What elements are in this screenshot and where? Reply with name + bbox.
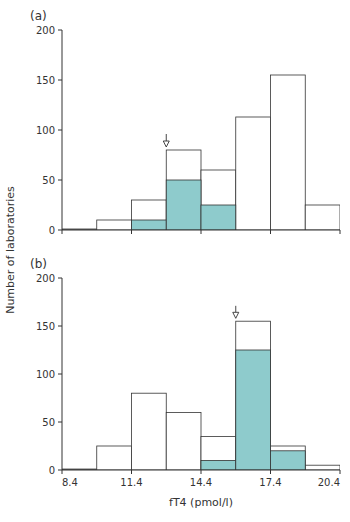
y-tick-label: 200 bbox=[36, 25, 55, 36]
x-tick bbox=[131, 230, 132, 234]
bar bbox=[236, 350, 271, 470]
y-tick-label: 150 bbox=[36, 75, 55, 86]
y-tick-label: 0 bbox=[49, 225, 55, 236]
y-tick bbox=[58, 374, 62, 375]
bar bbox=[201, 205, 236, 230]
bar bbox=[166, 150, 201, 230]
bar bbox=[132, 393, 167, 470]
bar bbox=[201, 460, 236, 470]
bar bbox=[97, 446, 132, 470]
y-tick bbox=[58, 230, 62, 231]
y-label: Number of laboratories bbox=[4, 186, 17, 314]
bar bbox=[97, 220, 132, 230]
x-tick-label: 17.4 bbox=[259, 477, 281, 488]
y-tick bbox=[58, 80, 62, 81]
x-tick-label: 11.4 bbox=[120, 477, 142, 488]
bar bbox=[305, 205, 340, 230]
bar bbox=[271, 446, 306, 470]
y-tick bbox=[58, 180, 62, 181]
bar bbox=[166, 180, 201, 230]
y-tick-label: 100 bbox=[36, 369, 55, 380]
bars bbox=[62, 306, 340, 470]
arrow-shaft bbox=[235, 306, 236, 312]
bar bbox=[236, 321, 271, 470]
background bbox=[0, 0, 350, 522]
bar bbox=[166, 412, 201, 470]
x-tick bbox=[340, 470, 341, 474]
y-tick bbox=[58, 278, 62, 279]
y-tick-label: 0 bbox=[49, 465, 55, 476]
y-tick bbox=[58, 422, 62, 423]
bar bbox=[132, 220, 167, 230]
figure: 0 50 100 150 200 (a) Number of laboratories 0 50… bbox=[0, 0, 350, 522]
x-tick bbox=[201, 470, 202, 474]
bars bbox=[62, 75, 340, 230]
x-tick bbox=[270, 470, 271, 474]
arrow-head bbox=[233, 312, 239, 318]
y-tick bbox=[58, 30, 62, 31]
bar bbox=[132, 200, 167, 230]
y-tick bbox=[58, 130, 62, 131]
arrow bbox=[233, 306, 239, 318]
x-tick bbox=[131, 470, 132, 474]
bar bbox=[201, 170, 236, 230]
x-label: fT4 (pmol/l) bbox=[169, 496, 233, 509]
bar bbox=[271, 75, 306, 230]
x-tick bbox=[62, 470, 63, 474]
y-tick-label: 50 bbox=[42, 175, 55, 186]
x-tick-label: 8.4 bbox=[62, 477, 78, 488]
bar bbox=[236, 117, 271, 230]
bar bbox=[305, 465, 340, 470]
y-tick-label: 150 bbox=[36, 321, 55, 332]
x-tick bbox=[62, 230, 63, 234]
x-tick bbox=[270, 230, 271, 234]
panel: 0 50 100 150 200 (a) bbox=[30, 9, 340, 236]
bar bbox=[201, 436, 236, 470]
y-tick-label: 50 bbox=[42, 417, 55, 428]
x-tick-label: 20.4 bbox=[318, 477, 340, 488]
y-tick bbox=[58, 470, 62, 471]
panel: 0 50 100 150 200 8.4 11.4 14.4 17.4 20.4 (b) fT4 (p… bbox=[30, 257, 340, 509]
panel-label: (a) bbox=[30, 9, 47, 23]
y-tick bbox=[58, 326, 62, 327]
bar bbox=[271, 451, 306, 470]
y-tick-label: 200 bbox=[36, 273, 55, 284]
panel-label: (b) bbox=[30, 257, 47, 271]
x-tick bbox=[201, 230, 202, 234]
x-tick bbox=[340, 230, 341, 234]
arrow-head bbox=[163, 141, 169, 147]
arrow-shaft bbox=[166, 134, 167, 141]
arrow bbox=[163, 134, 169, 147]
x-tick-label: 14.4 bbox=[190, 477, 212, 488]
y-tick-label: 100 bbox=[36, 125, 55, 136]
